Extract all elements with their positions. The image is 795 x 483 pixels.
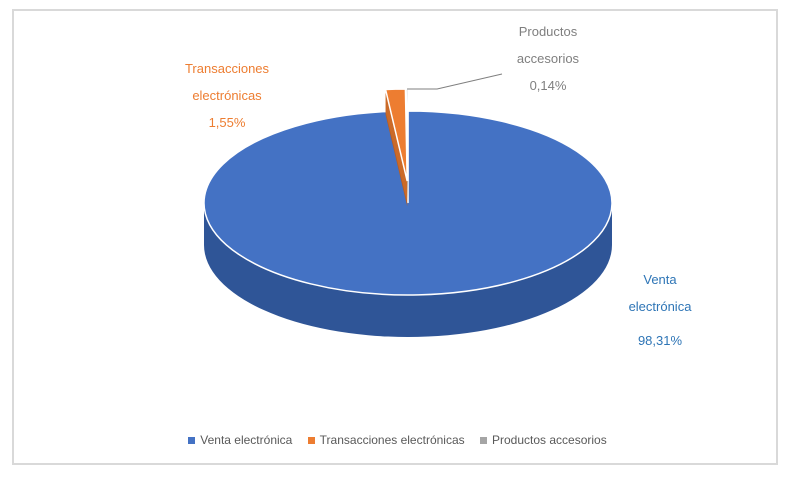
- legend-label-venta: Venta electrónica: [200, 433, 293, 447]
- slice-label-venta-value: 98,31%: [638, 333, 683, 348]
- slice-label-prod-line2: accesorios: [517, 51, 580, 66]
- slice-label-venta-line2: electrónica: [629, 299, 693, 314]
- slice-label-trans-line2: electrónicas: [192, 88, 262, 103]
- legend-swatch-venta: [188, 437, 196, 445]
- pie-slice-wall: [385, 89, 408, 207]
- pie-slice-side: [204, 203, 612, 337]
- slice-label-trans-value: 1,55%: [209, 115, 246, 130]
- legend-label-productos: Productos accesorios: [491, 433, 607, 447]
- legend-item-venta: Venta electrónica: [188, 433, 292, 447]
- chart-legend: Venta electrónica Transacciones electrón…: [0, 433, 795, 447]
- pie-slice: [203, 110, 613, 296]
- slice-label-prod-value: 0,14%: [530, 78, 567, 93]
- slice-label-venta-line1: Venta: [643, 272, 677, 287]
- leader-line: [407, 73, 503, 90]
- slice-label-trans-line1: Transacciones: [185, 61, 270, 76]
- slice-label-prod-line1: Productos: [519, 24, 578, 39]
- legend-swatch-productos: [479, 437, 487, 445]
- legend-label-transacciones: Transacciones electrónicas: [319, 433, 465, 447]
- legend-swatch-transacciones: [307, 437, 315, 445]
- legend-item-productos: Productos accesorios: [479, 433, 607, 447]
- legend-item-transacciones: Transacciones electrónicas: [307, 433, 465, 447]
